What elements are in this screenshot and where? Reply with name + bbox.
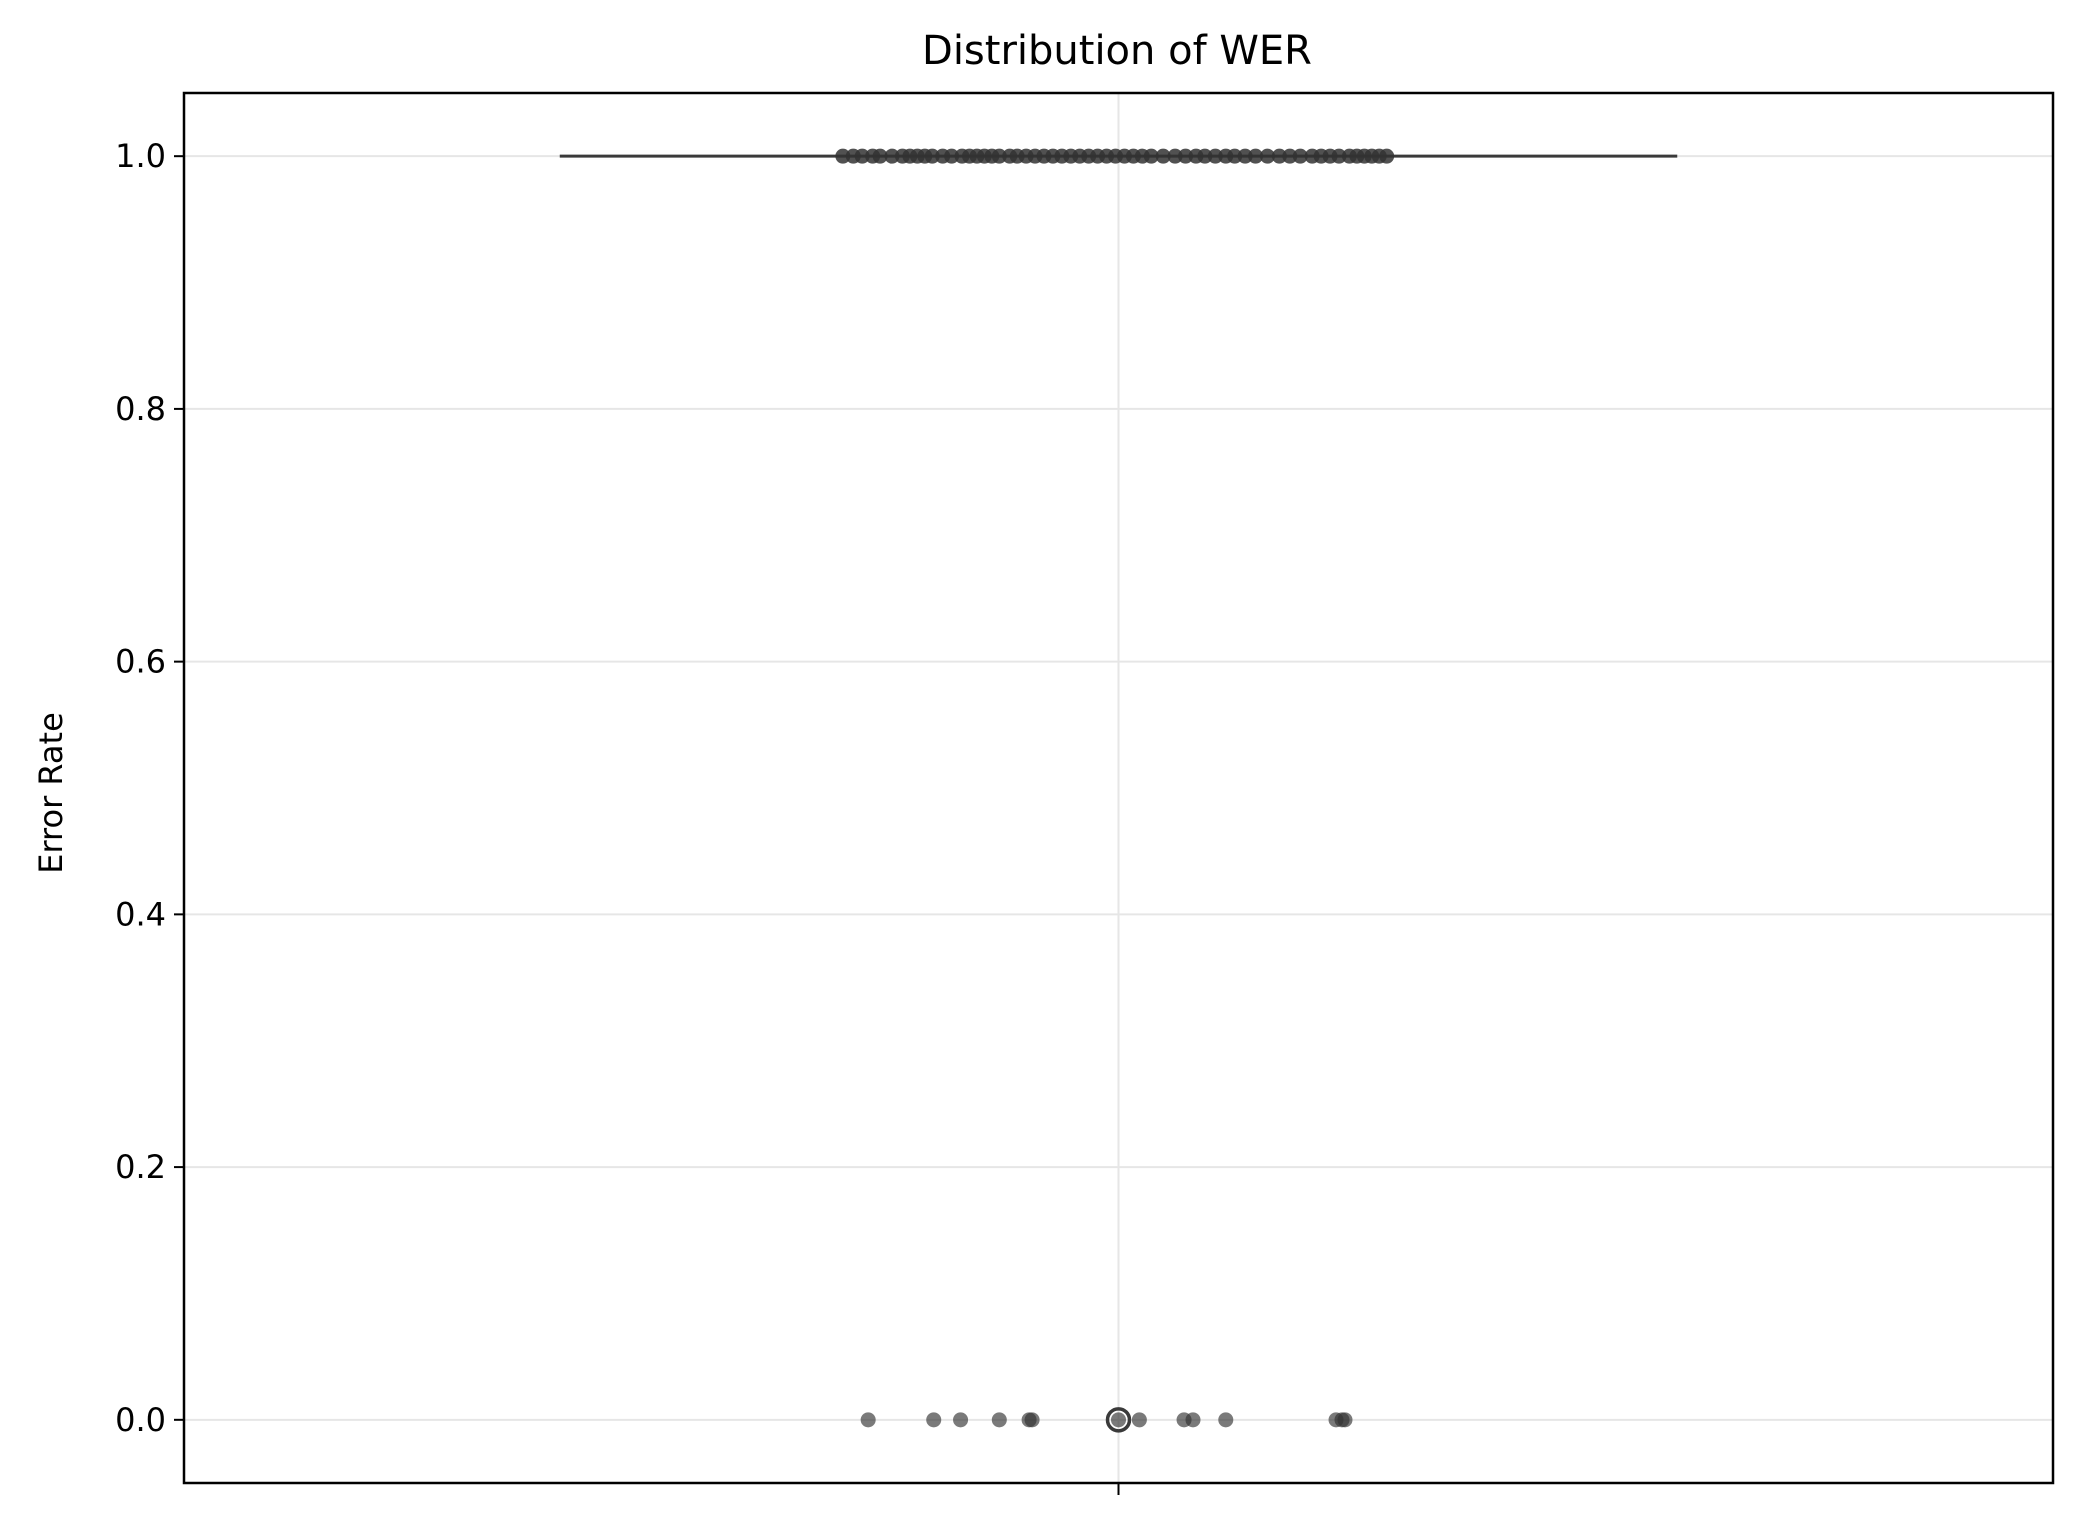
y-tick-label: 0.2 (115, 1148, 166, 1186)
strip-points (835, 148, 1395, 1428)
strip-point (1218, 1412, 1234, 1428)
strip-point (1292, 148, 1308, 164)
strip-point (872, 148, 888, 164)
strip-point (1111, 1412, 1126, 1428)
strip-point (1207, 148, 1223, 164)
strip-point (1227, 148, 1243, 164)
y-tick-label: 0.4 (115, 895, 166, 933)
strip-point (884, 148, 900, 164)
strip-point (991, 1412, 1007, 1428)
strip-point (1143, 148, 1159, 164)
strip-point (1260, 148, 1275, 164)
strip-point (926, 1412, 942, 1428)
strip-point (1337, 1412, 1353, 1428)
y-axis-label: Error Rate (32, 712, 70, 874)
y-tick-label: 0.8 (115, 390, 166, 428)
strip-point (1178, 148, 1194, 164)
y-tick-label: 0.0 (115, 1401, 166, 1439)
strip-point (860, 1412, 876, 1428)
strip-point (924, 148, 940, 164)
strip-point (1237, 148, 1253, 164)
strip-point (1197, 148, 1213, 164)
y-tick-label: 0.6 (115, 643, 166, 681)
strip-point (1271, 148, 1287, 164)
strip-point (1131, 1412, 1147, 1428)
strip-point (1248, 148, 1264, 164)
strip-point (1155, 148, 1171, 164)
y-axis-ticks: 0.0 0.2 0.4 0.6 0.8 1.0 (115, 137, 184, 1439)
chart-title: Distribution of WER (922, 28, 1312, 74)
strip-point (1185, 1412, 1201, 1428)
strip-point (944, 148, 960, 164)
box-outlier (1105, 1407, 1132, 1433)
strip-point (991, 148, 1007, 164)
strip-point (1282, 148, 1298, 164)
strip-point (835, 148, 851, 164)
strip-point (953, 1412, 969, 1428)
strip-point (1379, 148, 1395, 164)
strip-point (854, 148, 870, 164)
strip-point (1024, 1412, 1040, 1428)
y-tick-label: 1.0 (115, 137, 166, 175)
grid-lines (184, 93, 2053, 1483)
strip-point (1331, 148, 1347, 164)
strip-point (1167, 148, 1183, 164)
